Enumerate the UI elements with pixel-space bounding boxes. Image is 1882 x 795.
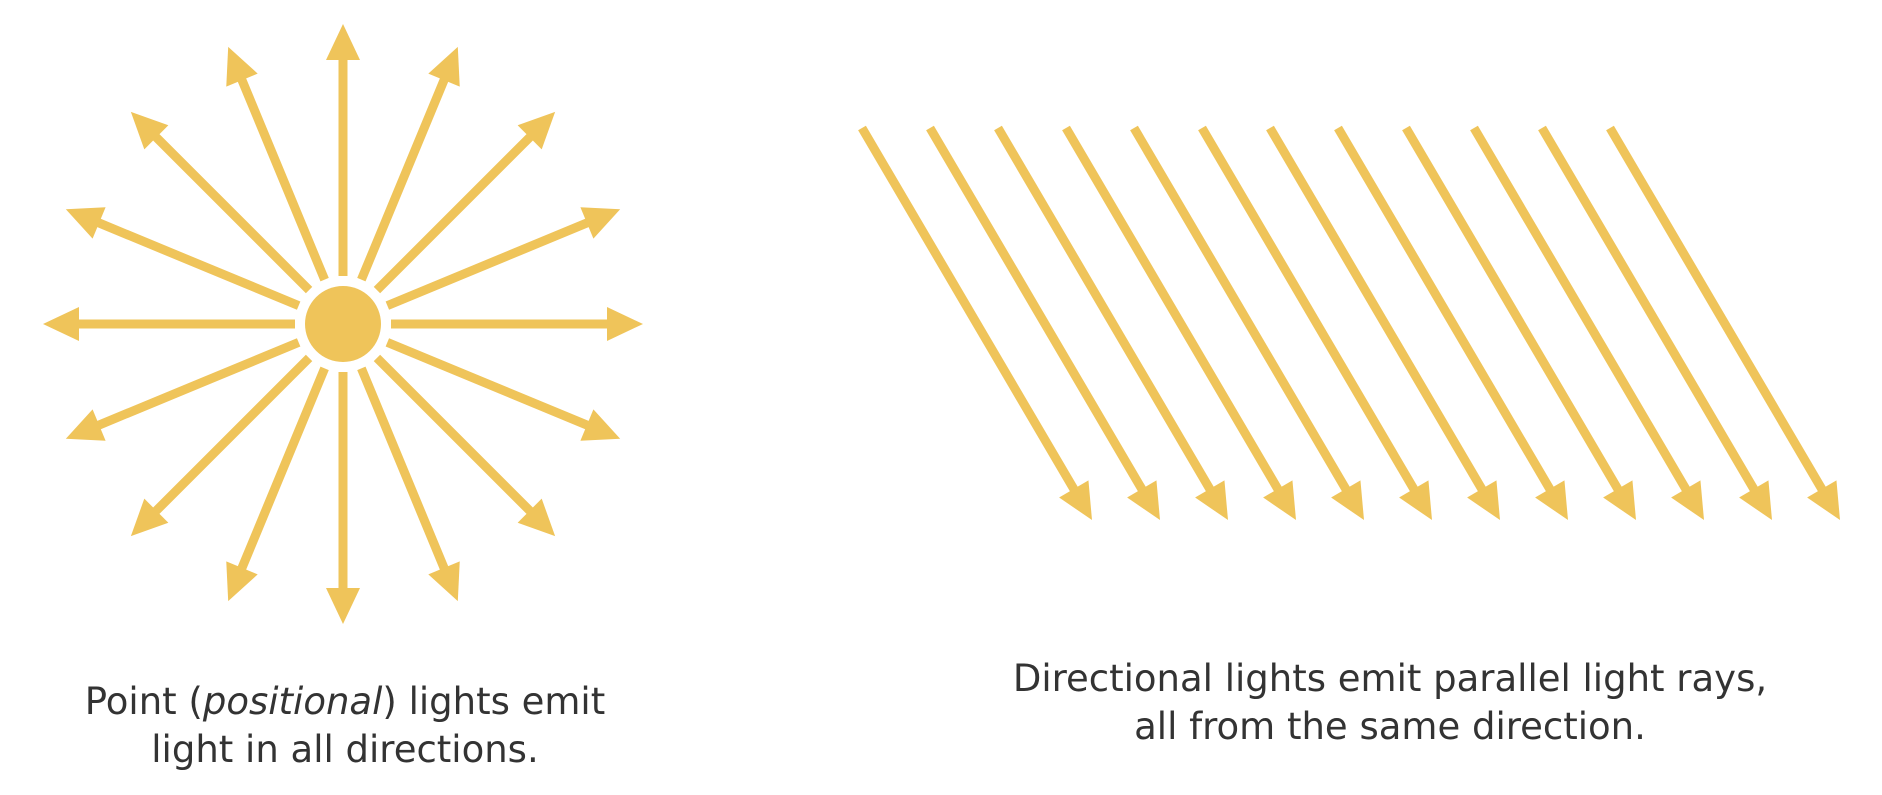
point-light-source <box>305 286 381 362</box>
radial-ray-arrow <box>326 24 360 276</box>
point-light-diagram <box>43 24 643 624</box>
radial-ray-arrow <box>357 366 460 602</box>
radial-ray-arrow <box>391 307 643 341</box>
parallel-ray-arrow <box>1198 125 1432 520</box>
directional-light-caption: Directional lights emit parallel light r… <box>1000 655 1780 751</box>
radial-ray-arrow <box>130 111 313 294</box>
radial-ray-arrow <box>357 46 460 282</box>
point-light-caption: Point (positional) lights emit light in … <box>40 678 650 774</box>
parallel-ray-arrow <box>1402 125 1636 520</box>
radial-ray-arrow <box>65 207 301 310</box>
caption-emphasis: positional <box>202 680 383 723</box>
radial-ray-arrow <box>373 111 556 294</box>
radial-ray-arrow <box>326 372 360 624</box>
parallel-ray-arrow <box>994 125 1228 520</box>
radial-ray-arrow <box>43 307 295 341</box>
directional-light-caption-line1: Directional lights emit parallel light r… <box>1012 657 1768 700</box>
parallel-ray-arrow <box>1266 125 1500 520</box>
parallel-ray-arrow <box>858 125 1092 520</box>
parallel-ray-arrow <box>1470 125 1704 520</box>
point-light-caption-line1: Point (positional) lights emit <box>84 680 606 723</box>
parallel-ray-arrow <box>1334 125 1568 520</box>
radial-ray-arrow <box>65 338 301 441</box>
radial-ray-arrow <box>130 354 313 537</box>
parallel-ray-arrow <box>1606 125 1840 520</box>
radial-ray-arrow <box>385 207 621 310</box>
parallel-ray-arrow <box>1538 125 1772 520</box>
parallel-ray-arrow <box>1062 125 1296 520</box>
radial-ray-arrow <box>385 338 621 441</box>
parallel-ray-arrow <box>926 125 1160 520</box>
point-light-caption-line2: light in all directions. <box>151 728 539 771</box>
radial-ray-arrow <box>373 354 556 537</box>
directional-light-caption-line2: all from the same direction. <box>1134 705 1646 748</box>
radial-ray-arrow <box>226 366 329 602</box>
radial-ray-arrow <box>226 46 329 282</box>
parallel-ray-arrow <box>1130 125 1364 520</box>
directional-light-diagram <box>858 125 1840 520</box>
